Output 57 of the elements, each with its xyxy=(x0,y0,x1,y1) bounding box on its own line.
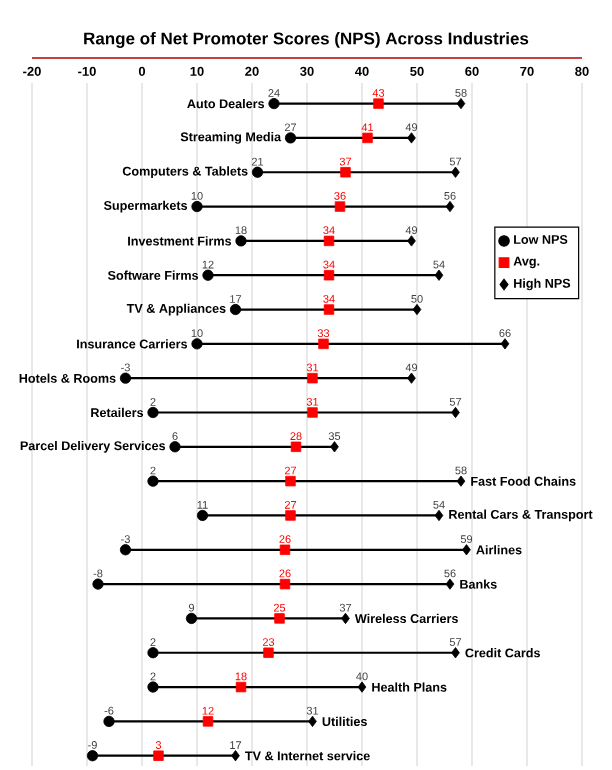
point xyxy=(119,544,132,556)
point xyxy=(451,166,460,178)
point xyxy=(279,578,291,590)
point xyxy=(153,750,164,761)
point xyxy=(407,235,416,247)
point xyxy=(279,544,291,555)
point xyxy=(169,441,181,453)
point xyxy=(323,304,335,315)
point xyxy=(307,372,318,384)
point xyxy=(323,235,335,247)
point xyxy=(285,510,296,521)
point xyxy=(191,200,203,213)
point xyxy=(318,338,329,350)
point xyxy=(147,406,159,419)
point xyxy=(445,578,455,590)
point xyxy=(263,647,274,658)
point xyxy=(235,235,247,247)
point xyxy=(202,716,214,727)
point xyxy=(307,407,318,418)
point xyxy=(340,167,351,178)
point xyxy=(285,475,296,487)
point xyxy=(147,647,159,659)
point xyxy=(290,441,302,453)
point xyxy=(191,338,203,350)
point xyxy=(119,372,132,384)
point xyxy=(308,715,317,727)
point xyxy=(407,372,416,384)
point xyxy=(445,200,455,213)
point xyxy=(362,132,373,144)
point xyxy=(500,338,510,350)
point xyxy=(284,132,297,144)
point xyxy=(357,681,367,693)
point xyxy=(251,166,264,178)
point xyxy=(268,98,280,110)
point xyxy=(202,269,214,281)
point xyxy=(434,269,444,281)
point xyxy=(147,475,159,487)
point xyxy=(323,270,335,281)
point xyxy=(334,201,346,212)
point xyxy=(407,132,416,144)
point xyxy=(456,475,466,487)
point xyxy=(229,303,242,316)
point xyxy=(103,715,115,727)
point xyxy=(434,509,444,522)
point xyxy=(412,303,422,316)
point xyxy=(330,441,339,453)
chart-title: Range of Net Promoter Scores (NPS) Across Industries xyxy=(84,32,529,48)
point xyxy=(235,681,247,693)
point xyxy=(462,544,471,556)
point xyxy=(196,509,209,522)
point xyxy=(185,612,198,625)
point xyxy=(92,578,104,590)
point xyxy=(456,98,466,110)
point xyxy=(451,647,460,659)
point xyxy=(373,98,384,109)
point xyxy=(147,681,159,693)
point xyxy=(274,613,285,624)
